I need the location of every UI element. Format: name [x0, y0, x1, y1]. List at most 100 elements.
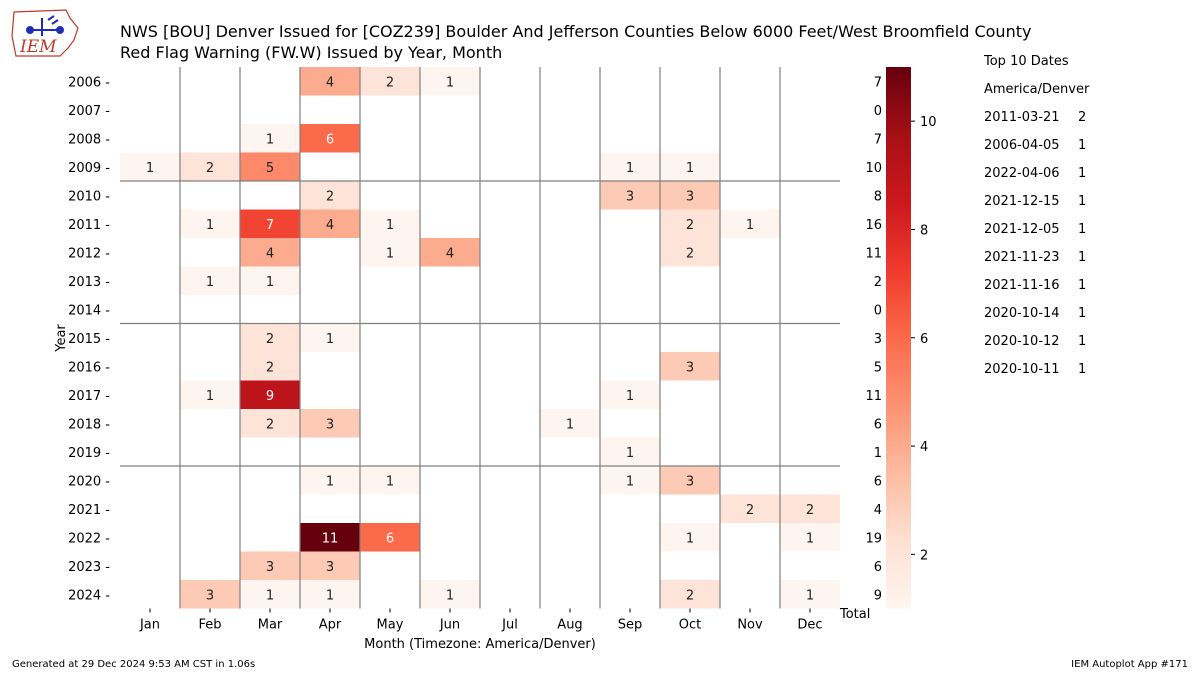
y-tick-label: 2018 - [68, 417, 110, 432]
heatmap-cell [360, 238, 420, 267]
y-tick-label: 2020 - [68, 474, 110, 489]
cell-value-label: 6 [326, 132, 334, 147]
colorbar-tick-label: 8 [920, 223, 928, 238]
heatmap-cell [660, 152, 720, 181]
heatmap-cell [240, 352, 300, 381]
heatmap-cell [300, 124, 360, 153]
x-tick-label: Mar [258, 618, 283, 633]
heatmap-cell [240, 209, 300, 238]
cell-value-label: 2 [806, 503, 814, 518]
heatmap-cell [660, 238, 720, 267]
x-tick-label: Jul [501, 618, 518, 633]
cell-value-label: 3 [686, 474, 694, 489]
top10-count: 2 [1078, 110, 1087, 125]
row-total-label: 6 [874, 474, 882, 489]
top10-count: 1 [1078, 222, 1087, 237]
top10-date: 2006-04-05 [984, 138, 1060, 153]
heatmap-cell [660, 580, 720, 609]
top10-item: 2021-11-23 1 [984, 250, 1086, 278]
cell-value-label: 2 [386, 75, 394, 90]
row-total-label: 7 [874, 132, 882, 147]
cell-value-label: 5 [266, 161, 274, 176]
row-total-label: 11 [865, 389, 882, 404]
heatmap-cell [120, 152, 180, 181]
heatmap-cell [420, 238, 480, 267]
heatmap-cell [300, 409, 360, 438]
cell-value-label: 1 [206, 218, 214, 233]
y-tick-label: 2024 - [68, 588, 110, 603]
heatmap-cell [300, 323, 360, 352]
cell-value-label: 1 [386, 474, 394, 489]
row-total-label: 4 [874, 503, 882, 518]
cell-value-label: 7 [266, 218, 274, 233]
top10-item: 2011-03-21 2 [984, 110, 1086, 138]
y-tick-label: 2022 - [68, 531, 110, 546]
cell-value-label: 1 [386, 246, 394, 261]
cell-value-label: 1 [266, 275, 274, 290]
top10-item: 2021-11-16 1 [984, 278, 1086, 306]
heatmap-cell [660, 181, 720, 210]
y-tick-label: 2015 - [68, 332, 110, 347]
heatmap-cell [300, 181, 360, 210]
heatmap-cell [780, 580, 840, 609]
cell-value-label: 1 [806, 588, 814, 603]
cell-value-label: 2 [266, 332, 274, 347]
cell-value-label: 1 [806, 531, 814, 546]
top10-date: 2020-10-11 [984, 362, 1060, 377]
total-column-label: Total [839, 607, 870, 622]
y-tick-label: 2008 - [68, 132, 110, 147]
top10-item: 2022-04-06 1 [984, 166, 1086, 194]
heatmap-cell [660, 352, 720, 381]
heatmap-cell [600, 152, 660, 181]
top10-count: 1 [1078, 194, 1087, 209]
y-tick-label: 2009 - [68, 161, 110, 176]
cell-value-label: 9 [266, 389, 274, 404]
heatmap-cell [420, 580, 480, 609]
heatmap-cell [780, 494, 840, 523]
svg-text:IEM: IEM [19, 37, 57, 57]
top10-date: 2021-11-23 [984, 250, 1060, 265]
heatmap-cell [240, 238, 300, 267]
row-total-label: 1 [874, 446, 882, 461]
heatmap-cell [660, 209, 720, 238]
cell-value-label: 3 [326, 560, 334, 575]
heatmap-cell [240, 380, 300, 409]
heatmap-cell [360, 523, 420, 552]
cell-value-label: 3 [326, 417, 334, 432]
app-footer: IEM Autoplot App #171 [1071, 659, 1188, 670]
heatmap-cell [240, 580, 300, 609]
cell-value-label: 3 [686, 360, 694, 375]
y-tick-label: 2021 - [68, 503, 110, 518]
heatmap-cell [720, 494, 780, 523]
top10-count: 1 [1078, 278, 1087, 293]
top10-timezone: America/Denver [984, 82, 1090, 97]
heatmap-cell [180, 266, 240, 295]
row-total-label: 6 [874, 417, 882, 432]
cell-value-label: 1 [326, 332, 334, 347]
cell-value-label: 2 [206, 161, 214, 176]
heatmap-cell [300, 209, 360, 238]
top10-item: 2021-12-15 1 [984, 194, 1086, 222]
cell-value-label: 1 [266, 588, 274, 603]
top10-date: 2021-11-16 [984, 278, 1060, 293]
heatmap-cell [180, 380, 240, 409]
cell-value-label: 2 [686, 218, 694, 233]
heatmap-cell [240, 323, 300, 352]
cell-value-label: 1 [626, 161, 634, 176]
cell-value-label: 3 [626, 189, 634, 204]
heatmap-cell [300, 523, 360, 552]
top10-date: 2011-03-21 [984, 110, 1060, 125]
cell-value-label: 2 [686, 588, 694, 603]
x-tick-label: Sep [618, 618, 643, 633]
cell-value-label: 4 [326, 75, 334, 90]
top10-count: 1 [1078, 138, 1087, 153]
y-tick-label: 2011 - [68, 218, 110, 233]
top10-item: 2020-10-12 1 [984, 334, 1086, 362]
heatmap-cell [600, 181, 660, 210]
colorbar-tick-label: 2 [920, 548, 928, 563]
x-axis-label: Month (Timezone: America/Denver) [364, 637, 596, 652]
cell-value-label: 1 [206, 389, 214, 404]
top10-item: 2021-12-05 1 [984, 222, 1086, 250]
heatmap-cell [240, 152, 300, 181]
top10-item: 2006-04-05 1 [984, 138, 1086, 166]
